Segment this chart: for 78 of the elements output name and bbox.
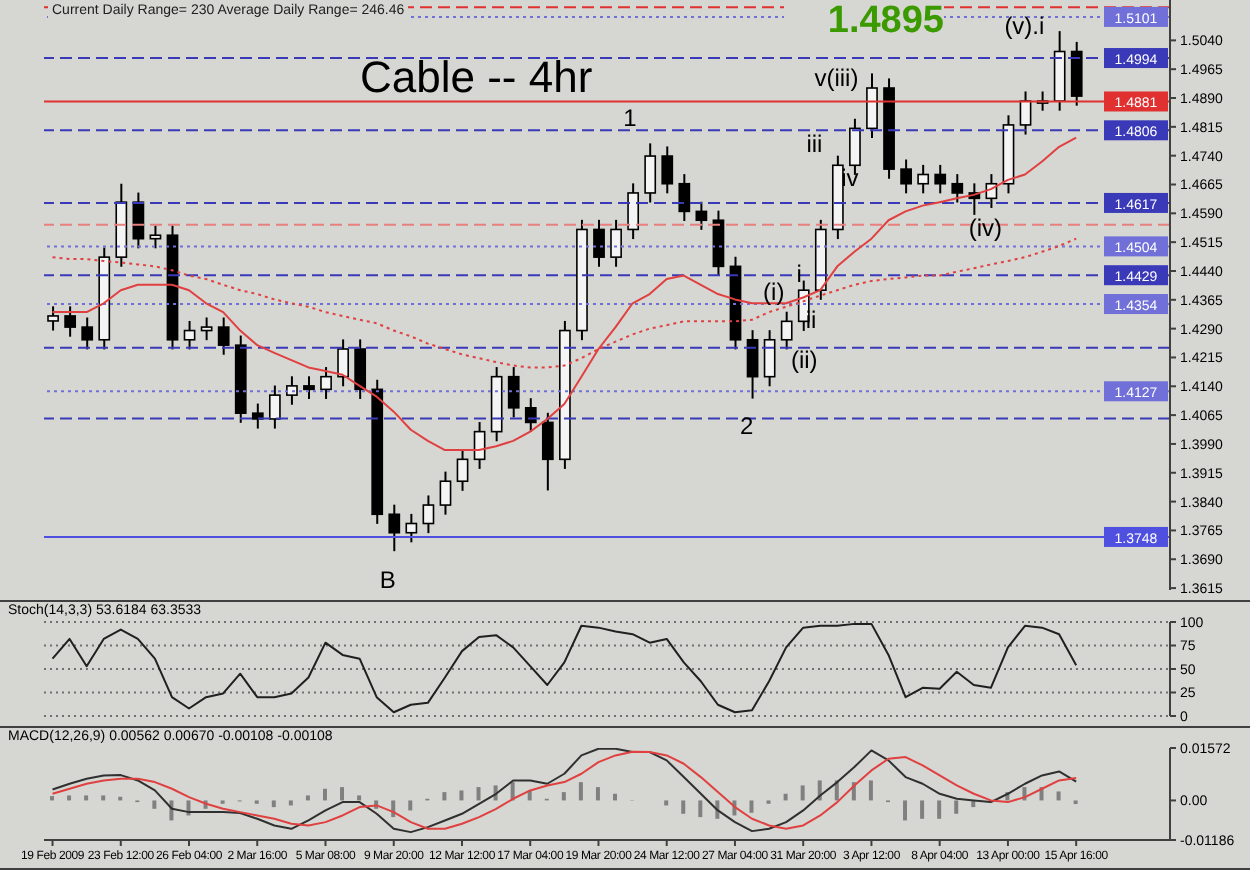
annotation: iii <box>804 130 825 158</box>
text: Cable -- 4hr <box>360 52 593 104</box>
bar <box>578 782 583 801</box>
candlestick <box>644 142 657 204</box>
candlestick <box>183 319 196 351</box>
candlestick <box>405 512 418 544</box>
candlestick <box>661 145 674 195</box>
annotation: 2 <box>738 412 756 440</box>
annotation: (iv) <box>966 214 1005 242</box>
bar <box>288 800 293 806</box>
bar <box>271 800 276 808</box>
bar <box>152 800 157 809</box>
bar <box>954 800 959 814</box>
candlestick <box>81 316 94 351</box>
bar <box>749 800 754 813</box>
bar <box>595 787 600 801</box>
bar <box>357 795 362 801</box>
candlestick <box>934 163 947 195</box>
annotation: 1.4895 <box>784 0 944 44</box>
candlestick <box>422 494 435 535</box>
candlestick <box>268 384 281 430</box>
bar <box>84 795 89 801</box>
bar <box>459 790 464 801</box>
candlestick <box>303 375 315 400</box>
candlestick <box>251 402 264 430</box>
bar <box>67 795 72 801</box>
annotation: 1 <box>621 104 639 132</box>
bar <box>698 800 703 818</box>
candlestick <box>712 209 725 277</box>
candlestick <box>286 375 298 406</box>
bar <box>681 800 686 814</box>
bar <box>903 800 908 821</box>
candlestick <box>200 316 213 342</box>
bar <box>664 800 669 806</box>
candlestick <box>541 411 554 492</box>
annotation: B <box>377 566 398 594</box>
bar <box>101 795 106 801</box>
candlestick <box>388 503 401 553</box>
annotation: (ii) <box>788 346 820 374</box>
candlestick <box>337 338 349 388</box>
line-series <box>51 622 1078 714</box>
candlestick <box>866 72 878 139</box>
bar <box>1056 791 1061 801</box>
candlestick <box>593 218 605 268</box>
bar <box>340 787 345 801</box>
bar <box>800 785 805 801</box>
bar <box>305 795 310 801</box>
candlestick <box>47 305 59 332</box>
annotation: (i) <box>761 278 787 306</box>
candlestick <box>917 163 930 195</box>
candlestick <box>780 310 793 351</box>
candlestick <box>320 366 332 400</box>
candlestick <box>900 158 912 195</box>
candlestick <box>64 305 77 338</box>
bar <box>920 800 925 819</box>
candlestick <box>763 329 776 388</box>
candlestick <box>951 173 964 204</box>
annotation: v(iii) <box>812 64 861 92</box>
candlestick <box>354 338 367 400</box>
annotation: i <box>796 260 802 288</box>
candlestick <box>695 200 708 231</box>
bar <box>408 800 413 811</box>
candlestick <box>439 470 452 516</box>
candlestick <box>456 448 469 492</box>
bar <box>476 787 481 801</box>
bar <box>561 792 566 801</box>
bar <box>322 788 327 801</box>
candlestick <box>149 224 162 250</box>
bar <box>868 780 873 801</box>
bar <box>442 792 447 801</box>
candlestick <box>1070 40 1083 107</box>
candlestick <box>678 173 691 223</box>
candlestick <box>627 182 640 241</box>
candlestick <box>507 366 520 419</box>
annotation: (v).i <box>1002 12 1047 40</box>
candlestick <box>217 316 230 356</box>
candlestick <box>610 218 622 268</box>
bar <box>937 800 942 819</box>
